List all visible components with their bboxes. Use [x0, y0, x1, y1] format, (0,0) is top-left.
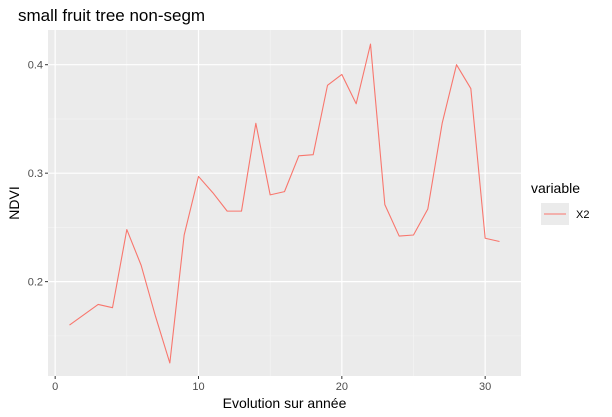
plot-panel [48, 30, 521, 376]
x-tick-label: 20 [336, 381, 348, 393]
x-axis-title: Evolution sur année [223, 395, 347, 411]
series-layer [69, 43, 500, 364]
y-axis: 0.2 0.3 0.4 [28, 60, 48, 289]
y-tick-label: 0.4 [28, 60, 43, 72]
y-axis-title: NDVI [6, 186, 22, 219]
y-tick-label: 0.2 [28, 277, 43, 289]
x-tick-label: 10 [192, 381, 204, 393]
x-tick-label: 30 [479, 381, 491, 393]
major-gridlines [48, 30, 521, 376]
series-line-x2 [69, 43, 500, 364]
y-tick-label: 0.3 [28, 168, 43, 180]
legend-title: variable [531, 180, 580, 196]
legend-label-x2: X2 [576, 209, 589, 221]
x-tick-label: 0 [52, 381, 58, 393]
legend: variable X2 [531, 180, 589, 225]
minor-gridlines [48, 30, 521, 376]
chart-title: small fruit tree non-segm [18, 6, 205, 25]
x-axis: 0 10 20 30 [52, 376, 491, 393]
